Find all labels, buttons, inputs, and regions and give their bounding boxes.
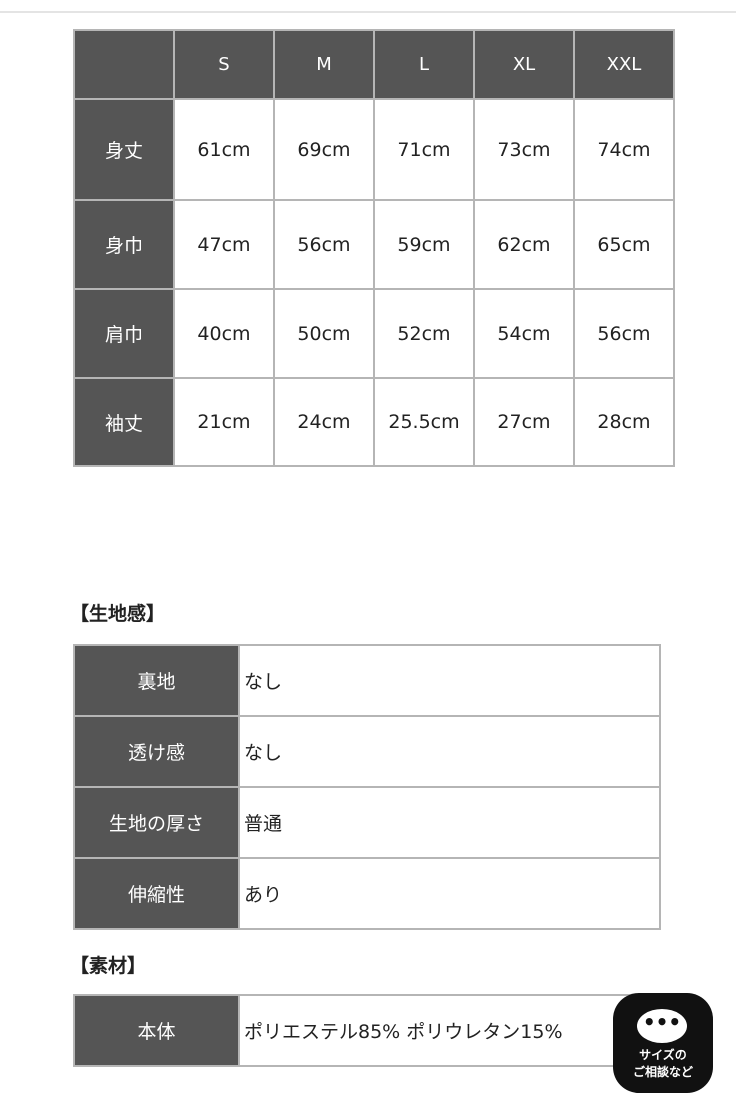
row-label: 身巾: [73, 199, 175, 290]
table-row: 肩巾 40cm 50cm 52cm 54cm 56cm: [73, 288, 675, 379]
cell: 24cm: [273, 377, 375, 467]
row-label: 伸縮性: [73, 857, 240, 930]
cell: 28cm: [573, 377, 675, 467]
size-table: S M L XL XXL 身丈 61cm 69cm 71cm 73cm 74cm…: [73, 29, 675, 467]
cell: 56cm: [273, 199, 375, 290]
cell: なし: [238, 644, 661, 717]
table-row: 伸縮性 あり: [73, 857, 661, 930]
table-row: 裏地 なし: [73, 644, 661, 717]
size-consultation-chat-button[interactable]: ••• サイズの ご相談など: [613, 993, 713, 1093]
cell: 21cm: [173, 377, 275, 467]
row-label: 裏地: [73, 644, 240, 717]
fabric-heading: 【生地感】: [70, 603, 166, 625]
table-row: 身巾 47cm 56cm 59cm 62cm 65cm: [73, 199, 675, 290]
header-cell: XXL: [573, 29, 675, 100]
cell: 27cm: [473, 377, 575, 467]
cell: 54cm: [473, 288, 575, 379]
cell: 61cm: [173, 98, 275, 201]
row-label: 袖丈: [73, 377, 175, 467]
row-label: 透け感: [73, 715, 240, 788]
cell: あり: [238, 857, 661, 930]
fabric-table: 裏地 なし 透け感 なし 生地の厚さ 普通 伸縮性 あり: [73, 644, 661, 930]
cell: 65cm: [573, 199, 675, 290]
chat-label-line1: サイズの: [639, 1048, 687, 1062]
cell: 52cm: [373, 288, 475, 379]
row-label: 身丈: [73, 98, 175, 201]
cell: 56cm: [573, 288, 675, 379]
cell: 40cm: [173, 288, 275, 379]
cell: なし: [238, 715, 661, 788]
cell: 73cm: [473, 98, 575, 201]
header-cell: [73, 29, 175, 100]
cell: 71cm: [373, 98, 475, 201]
material-heading: 【素材】: [70, 955, 147, 977]
cell: 50cm: [273, 288, 375, 379]
table-row: 生地の厚さ 普通: [73, 786, 661, 859]
divider: [0, 11, 736, 13]
header-cell: XL: [473, 29, 575, 100]
header-cell: M: [273, 29, 375, 100]
cell: 74cm: [573, 98, 675, 201]
chat-button-label: サイズの ご相談など: [613, 1047, 713, 1081]
row-label: 肩巾: [73, 288, 175, 379]
header-cell: L: [373, 29, 475, 100]
cell: 25.5cm: [373, 377, 475, 467]
cell: 62cm: [473, 199, 575, 290]
cell: 69cm: [273, 98, 375, 201]
cell: 普通: [238, 786, 661, 859]
table-row: 本体 ポリエステル85% ポリウレタン15%: [73, 994, 661, 1067]
material-table: 本体 ポリエステル85% ポリウレタン15%: [73, 994, 661, 1067]
cell: ポリエステル85% ポリウレタン15%: [238, 994, 661, 1067]
cell: 59cm: [373, 199, 475, 290]
table-row: 袖丈 21cm 24cm 25.5cm 27cm 28cm: [73, 377, 675, 467]
size-header-row: S M L XL XXL: [73, 29, 675, 100]
chat-label-line2: ご相談など: [632, 1065, 693, 1079]
chat-bubble-ellipsis-icon: •••: [637, 1009, 687, 1043]
header-cell: S: [173, 29, 275, 100]
table-row: 透け感 なし: [73, 715, 661, 788]
row-label: 生地の厚さ: [73, 786, 240, 859]
table-row: 身丈 61cm 69cm 71cm 73cm 74cm: [73, 98, 675, 201]
row-label: 本体: [73, 994, 240, 1067]
cell: 47cm: [173, 199, 275, 290]
